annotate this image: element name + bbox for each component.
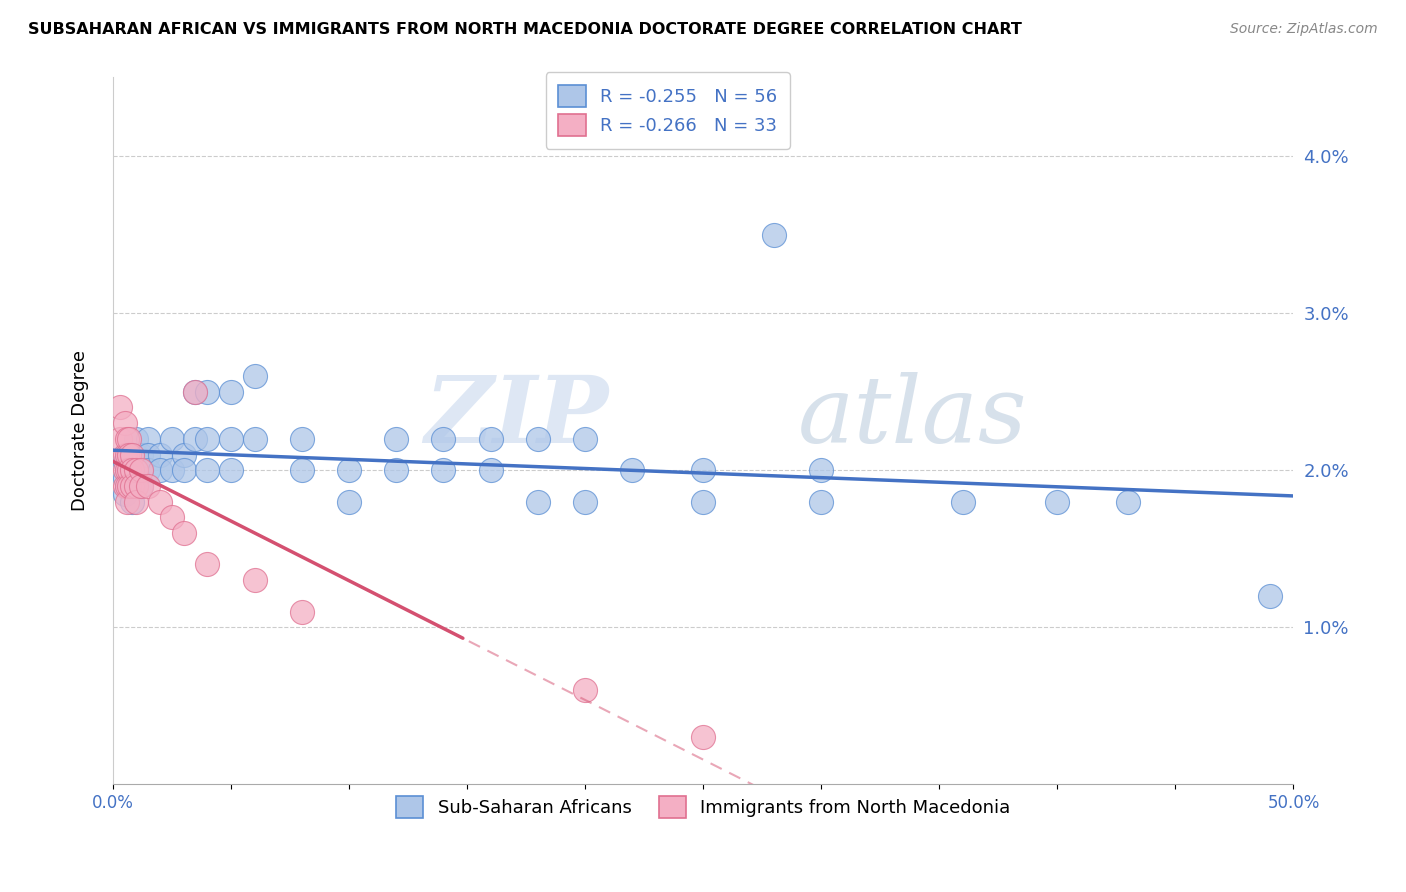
Point xyxy=(114,479,136,493)
Point xyxy=(129,479,152,493)
Point xyxy=(160,510,183,524)
Point xyxy=(219,384,242,399)
Point xyxy=(291,432,314,446)
Point xyxy=(621,463,644,477)
Point xyxy=(136,463,159,477)
Text: SUBSAHARAN AFRICAN VS IMMIGRANTS FROM NORTH MACEDONIA DOCTORATE DEGREE CORRELATI: SUBSAHARAN AFRICAN VS IMMIGRANTS FROM NO… xyxy=(28,22,1022,37)
Point xyxy=(121,463,143,477)
Point xyxy=(1258,589,1281,603)
Point xyxy=(173,448,195,462)
Point xyxy=(136,432,159,446)
Point xyxy=(125,448,148,462)
Point xyxy=(243,432,266,446)
Point xyxy=(118,479,141,493)
Legend: Sub-Saharan Africans, Immigrants from North Macedonia: Sub-Saharan Africans, Immigrants from No… xyxy=(389,789,1018,825)
Point xyxy=(149,494,172,508)
Point xyxy=(337,494,360,508)
Point xyxy=(810,463,832,477)
Point xyxy=(527,494,550,508)
Point xyxy=(527,432,550,446)
Point xyxy=(160,463,183,477)
Point xyxy=(108,401,131,415)
Point xyxy=(121,479,143,493)
Point xyxy=(114,463,136,477)
Point xyxy=(136,479,159,493)
Point xyxy=(149,463,172,477)
Point xyxy=(114,471,136,485)
Text: Source: ZipAtlas.com: Source: ZipAtlas.com xyxy=(1230,22,1378,37)
Point xyxy=(952,494,974,508)
Point xyxy=(184,432,207,446)
Point xyxy=(121,448,143,462)
Point xyxy=(149,448,172,462)
Point xyxy=(114,487,136,501)
Point xyxy=(219,432,242,446)
Point xyxy=(115,463,138,477)
Point xyxy=(337,463,360,477)
Point xyxy=(184,384,207,399)
Point xyxy=(574,683,596,698)
Point xyxy=(115,448,138,462)
Point xyxy=(114,448,136,462)
Point xyxy=(195,558,218,572)
Point xyxy=(173,463,195,477)
Point xyxy=(115,479,138,493)
Point xyxy=(479,432,502,446)
Point xyxy=(121,463,143,477)
Point xyxy=(173,526,195,541)
Point xyxy=(291,463,314,477)
Point xyxy=(432,432,454,446)
Point xyxy=(129,448,152,462)
Point xyxy=(125,494,148,508)
Point xyxy=(385,463,408,477)
Point xyxy=(291,605,314,619)
Point xyxy=(129,463,152,477)
Point xyxy=(479,463,502,477)
Point xyxy=(125,479,148,493)
Point xyxy=(762,227,785,242)
Point xyxy=(195,384,218,399)
Point xyxy=(184,384,207,399)
Point xyxy=(810,494,832,508)
Point xyxy=(243,368,266,383)
Point xyxy=(125,463,148,477)
Point xyxy=(574,432,596,446)
Point xyxy=(136,448,159,462)
Point xyxy=(125,479,148,493)
Point xyxy=(129,463,152,477)
Point xyxy=(115,432,138,446)
Point xyxy=(1046,494,1069,508)
Point xyxy=(118,432,141,446)
Point xyxy=(243,573,266,587)
Point xyxy=(118,463,141,477)
Point xyxy=(125,463,148,477)
Point xyxy=(114,455,136,469)
Point xyxy=(1116,494,1139,508)
Point xyxy=(692,463,714,477)
Point xyxy=(195,463,218,477)
Point xyxy=(108,432,131,446)
Point xyxy=(385,432,408,446)
Text: ZIP: ZIP xyxy=(425,372,609,462)
Point xyxy=(114,416,136,430)
Point xyxy=(432,463,454,477)
Point xyxy=(125,432,148,446)
Point xyxy=(195,432,218,446)
Point xyxy=(574,494,596,508)
Y-axis label: Doctorate Degree: Doctorate Degree xyxy=(72,351,89,511)
Text: atlas: atlas xyxy=(797,372,1028,462)
Point xyxy=(121,479,143,493)
Point xyxy=(118,448,141,462)
Point xyxy=(160,432,183,446)
Point xyxy=(121,494,143,508)
Point xyxy=(692,494,714,508)
Point xyxy=(115,494,138,508)
Point xyxy=(129,479,152,493)
Point xyxy=(219,463,242,477)
Point xyxy=(121,448,143,462)
Point xyxy=(692,731,714,745)
